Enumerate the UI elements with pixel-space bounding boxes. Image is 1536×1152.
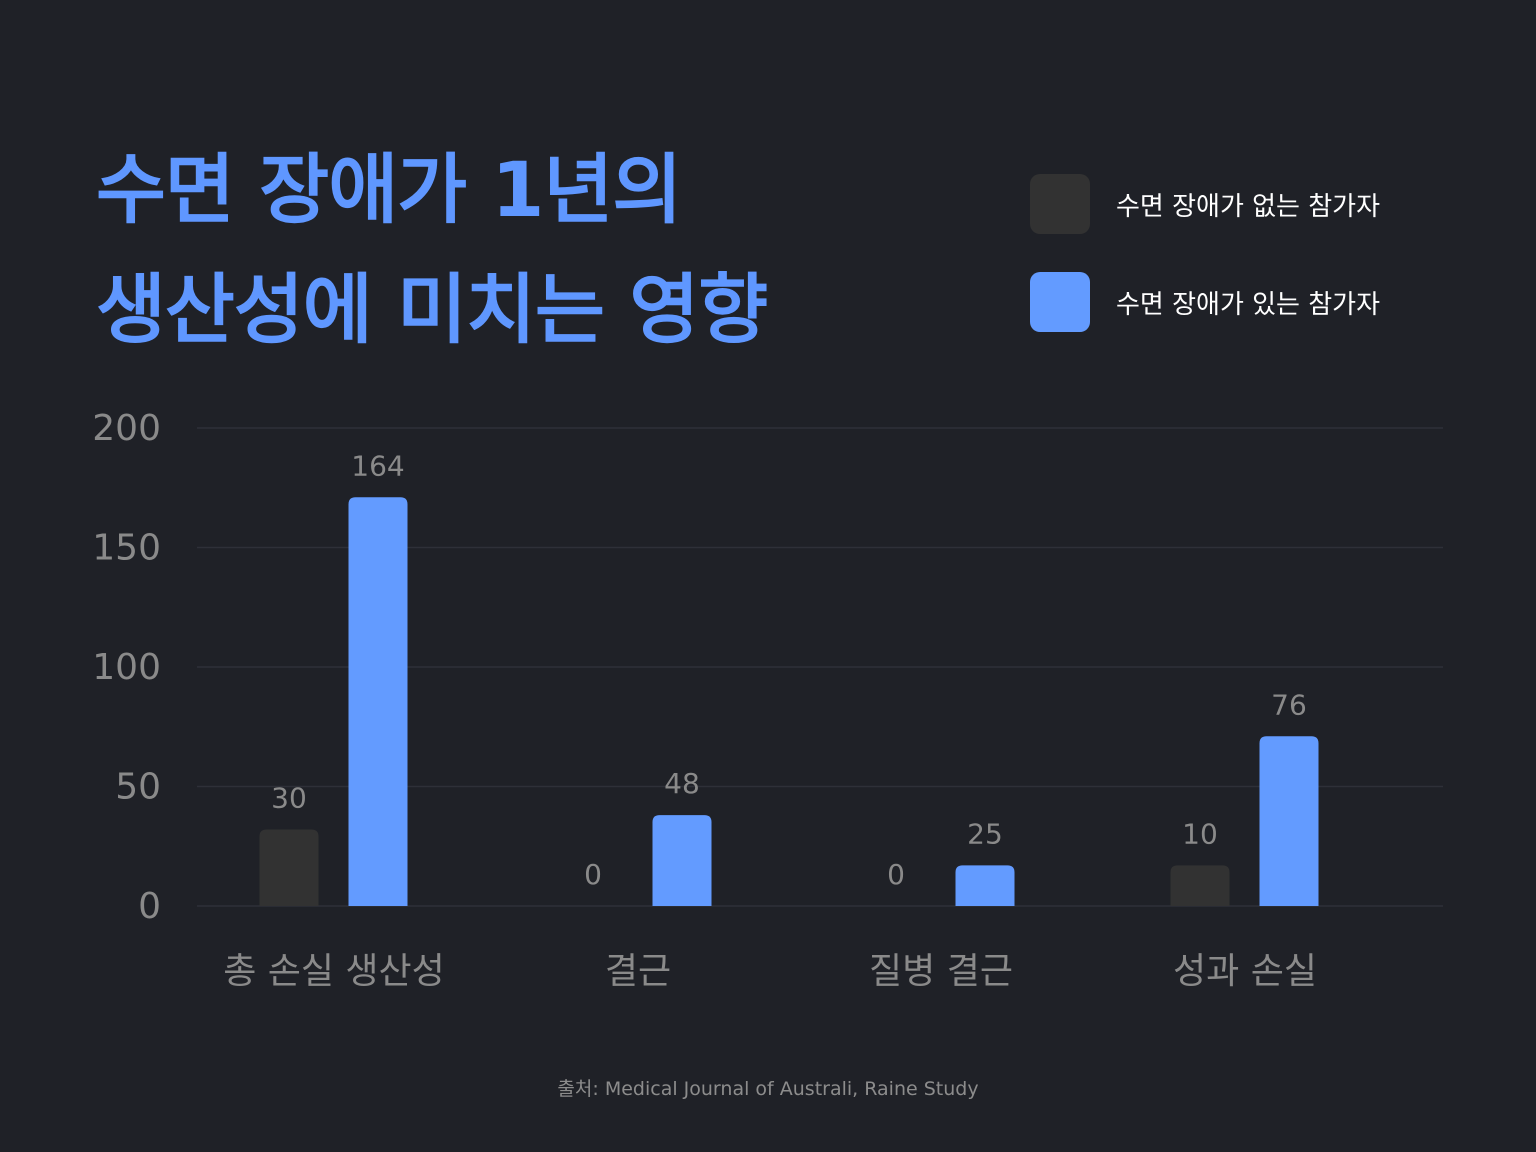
x-category-label-2: 질병 결근: [869, 951, 1013, 992]
legend-item-with-disorder: 수면 장애가 있는 참가자: [1030, 272, 1380, 332]
legend-swatch-without-disorder: [1030, 174, 1090, 234]
legend-swatch-with-disorder: [1030, 272, 1090, 332]
x-category-label-1: 결근: [605, 951, 671, 992]
source-note: 출처: Medical Journal of Australi, Raine S…: [557, 1078, 979, 1100]
data-label-s0-c3: 10: [1182, 817, 1218, 850]
bar-s1-c2: [955, 865, 1015, 906]
data-label-s1-c2: 25: [967, 817, 1003, 850]
data-label-s1-c0: 164: [351, 449, 404, 482]
chart-title-line-1: 수면 장애가 1년의: [96, 145, 682, 234]
legend-label-with-disorder: 수면 장애가 있는 참가자: [1116, 289, 1380, 320]
data-label-s1-c3: 76: [1271, 688, 1307, 721]
chart-title: 수면 장애가 1년의 생산성에 미치는 영향: [96, 130, 768, 370]
legend-item-without-disorder: 수면 장애가 없는 참가자: [1030, 174, 1380, 234]
bar-s1-c3: [1259, 736, 1319, 906]
bar-s0-c3: [1170, 865, 1230, 906]
x-category-label-3: 성과 손실: [1173, 951, 1317, 992]
bar-s1-c0: [348, 497, 408, 906]
bar-s0-c0: [259, 829, 319, 906]
y-tick-label-4: 200: [92, 408, 161, 449]
y-tick-label-3: 150: [92, 528, 161, 569]
y-tick-label-0: 0: [138, 886, 161, 927]
y-tick-label-2: 100: [92, 647, 161, 688]
bar-s1-c1: [652, 815, 712, 906]
data-label-s0-c0: 30: [271, 782, 307, 815]
y-tick-label-1: 50: [115, 767, 161, 808]
legend: 수면 장애가 없는 참가자 수면 장애가 있는 참가자: [1030, 174, 1380, 370]
legend-label-without-disorder: 수면 장애가 없는 참가자: [1116, 191, 1380, 222]
data-label-s0-c1: 0: [584, 858, 602, 891]
chart-title-line-2: 생산성에 미치는 영향: [96, 265, 768, 354]
data-label-s0-c2: 0: [887, 858, 905, 891]
x-category-label-0: 총 손실 생산성: [223, 951, 445, 992]
data-label-s1-c1: 48: [664, 767, 700, 800]
